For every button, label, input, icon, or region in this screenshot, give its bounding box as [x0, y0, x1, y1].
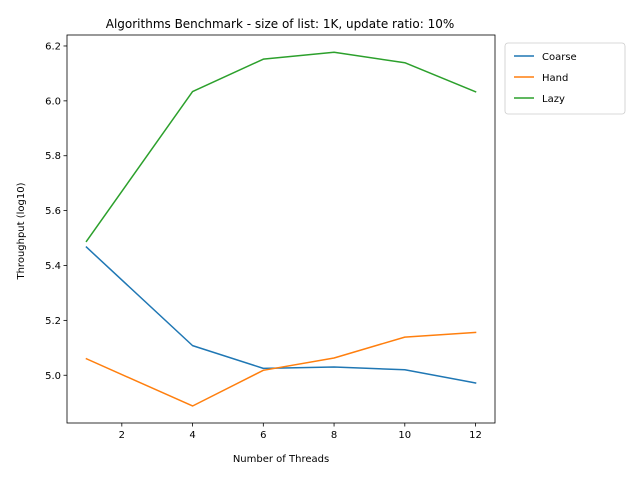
axes-frame — [66, 34, 496, 424]
y-tick-label: 5.8 — [45, 151, 61, 162]
y-tick-label: 5.0 — [45, 371, 61, 382]
y-tick-label: 5.6 — [45, 206, 61, 217]
y-tick-label: 5.2 — [45, 316, 61, 327]
x-tick-label: 6 — [260, 430, 266, 441]
plot-area: 2 4 6 8 10 12 5.0 5.2 5.4 5.6 5.8 6.0 6.2 — [45, 34, 496, 441]
legend-frame — [504, 42, 626, 115]
series-line-hand — [85, 331, 477, 407]
series-line-lazy — [85, 51, 477, 243]
x-tick-label: 8 — [331, 430, 337, 441]
legend-label-coarse: Coarse — [542, 52, 577, 63]
series-line-coarse — [85, 246, 477, 384]
y-tick-label: 6.2 — [45, 41, 61, 52]
x-tick-label: 2 — [119, 430, 125, 441]
chart-title: Algorithms Benchmark - size of list: 1K,… — [106, 17, 455, 31]
legend-label-lazy: Lazy — [542, 94, 565, 105]
x-axis-label: Number of Threads — [233, 454, 329, 465]
legend: Coarse Hand Lazy — [504, 42, 626, 115]
y-tick-label: 5.4 — [45, 261, 61, 272]
y-axis-label: Throughput (log10) — [16, 182, 27, 280]
x-tick-label: 12 — [469, 430, 482, 441]
x-tick-label: 10 — [398, 430, 411, 441]
y-tick-label: 6.0 — [45, 96, 61, 107]
x-tick-label: 4 — [189, 430, 195, 441]
legend-label-hand: Hand — [542, 73, 568, 84]
